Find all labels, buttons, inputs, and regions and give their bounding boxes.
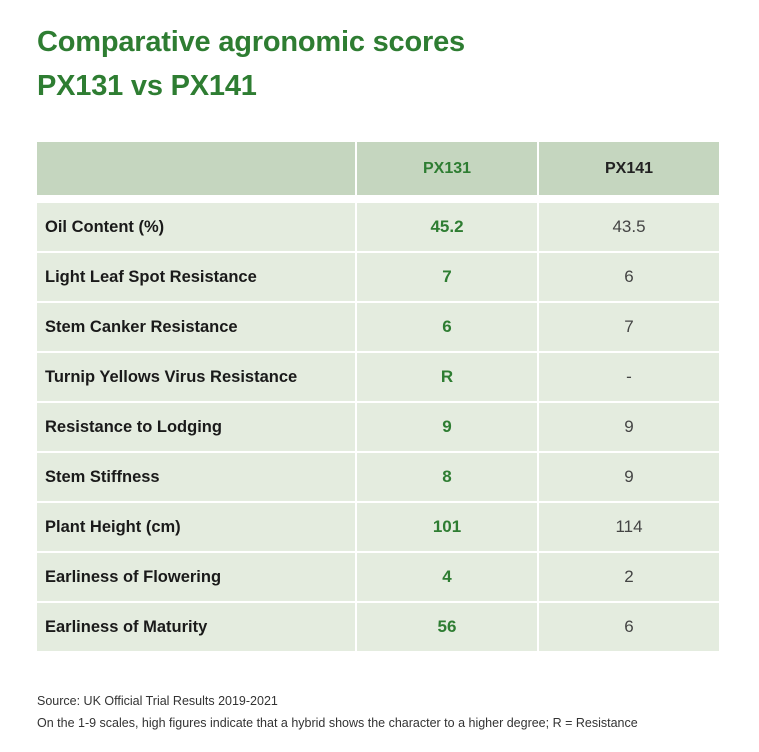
row-label: Resistance to Lodging [37, 403, 355, 451]
table-row: Resistance to Lodging 9 9 [37, 403, 719, 453]
header-cell-trait [37, 142, 355, 195]
px131-value: 7 [355, 253, 537, 301]
px141-value: 6 [537, 253, 719, 301]
px131-value: 45.2 [355, 203, 537, 251]
px141-value: 43.5 [537, 203, 719, 251]
comparison-table: PX131 PX141 Oil Content (%) 45.2 43.5 Li… [37, 142, 719, 651]
px141-value: 6 [537, 603, 719, 651]
table-row: Earliness of Flowering 4 2 [37, 553, 719, 603]
table-row: Plant Height (cm) 101 114 [37, 503, 719, 553]
title-line-1: Comparative agronomic scores [37, 26, 465, 58]
row-label: Earliness of Maturity [37, 603, 355, 651]
table-row: Turnip Yellows Virus Resistance R - [37, 353, 719, 403]
px141-value: 9 [537, 453, 719, 501]
px131-value: 8 [355, 453, 537, 501]
px141-value: 114 [537, 503, 719, 551]
px141-value: 9 [537, 403, 719, 451]
row-label: Stem Stiffness [37, 453, 355, 501]
px141-value: - [537, 353, 719, 401]
page-title: Comparative agronomic scores PX131 vs PX… [37, 20, 465, 108]
row-label: Stem Canker Resistance [37, 303, 355, 351]
row-label: Plant Height (cm) [37, 503, 355, 551]
px131-value: R [355, 353, 537, 401]
px141-value: 2 [537, 553, 719, 601]
row-label: Earliness of Flowering [37, 553, 355, 601]
row-label: Turnip Yellows Virus Resistance [37, 353, 355, 401]
title-line-2: PX131 vs PX141 [37, 70, 257, 102]
px131-value: 9 [355, 403, 537, 451]
table-row: Stem Stiffness 8 9 [37, 453, 719, 503]
header-cell-px141: PX141 [537, 142, 719, 195]
table-row: Oil Content (%) 45.2 43.5 [37, 203, 719, 253]
px131-value: 101 [355, 503, 537, 551]
px141-value: 7 [537, 303, 719, 351]
px131-value: 4 [355, 553, 537, 601]
px131-value: 56 [355, 603, 537, 651]
table-header-row: PX131 PX141 [37, 142, 719, 195]
table-row: Light Leaf Spot Resistance 7 6 [37, 253, 719, 303]
scale-footnote: On the 1-9 scales, high figures indicate… [37, 716, 638, 730]
row-label: Oil Content (%) [37, 203, 355, 251]
source-footnote: Source: UK Official Trial Results 2019-2… [37, 694, 278, 708]
table-body: Oil Content (%) 45.2 43.5 Light Leaf Spo… [37, 203, 719, 651]
table-row: Earliness of Maturity 56 6 [37, 603, 719, 651]
row-label: Light Leaf Spot Resistance [37, 253, 355, 301]
table-row: Stem Canker Resistance 6 7 [37, 303, 719, 353]
header-cell-px131: PX131 [355, 142, 537, 195]
px131-value: 6 [355, 303, 537, 351]
